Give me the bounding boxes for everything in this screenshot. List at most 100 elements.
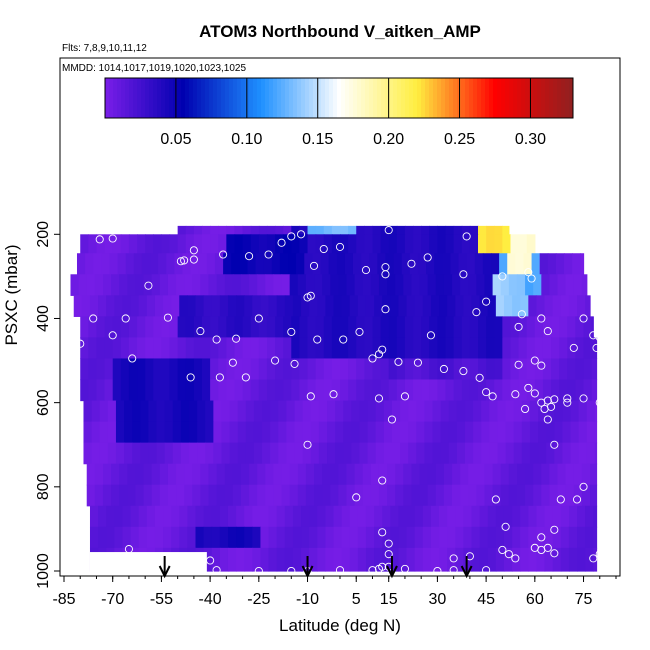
heatmap-cell — [461, 379, 471, 402]
heatmap-cell — [593, 505, 598, 528]
colorbar-swatch — [493, 78, 498, 118]
heatmap-cell — [211, 526, 221, 549]
heatmap-cell — [344, 253, 354, 275]
heatmap-cell — [486, 337, 495, 360]
heatmap-cell — [375, 421, 385, 444]
heatmap-cell — [266, 337, 276, 360]
colorbar — [104, 77, 574, 119]
heatmap-cell — [124, 400, 133, 423]
heatmap-cell — [195, 526, 205, 549]
observation-point — [595, 550, 604, 559]
heatmap-cell — [289, 484, 299, 507]
heatmap-cell — [495, 295, 505, 317]
heatmap-cell — [163, 505, 172, 528]
heatmap-cell — [102, 463, 112, 486]
heatmap-cell — [227, 526, 237, 549]
heatmap-cell — [453, 379, 463, 402]
heatmap-cell — [258, 358, 268, 381]
heatmap-cell — [364, 316, 374, 339]
heatmap-cell — [593, 526, 598, 549]
heatmap-cell — [333, 295, 343, 317]
heatmap-cell — [305, 484, 315, 507]
heatmap-cell — [512, 526, 521, 549]
heatmap-cell — [315, 337, 325, 360]
heatmap-cell — [193, 316, 203, 339]
heatmap-cell — [338, 274, 348, 296]
heatmap-cell — [189, 421, 198, 444]
colorbar-swatch — [289, 78, 294, 118]
heatmap-cell — [234, 379, 244, 402]
heatmap-cell — [219, 547, 229, 572]
heatmap-cell — [127, 484, 137, 507]
heatmap-cell — [521, 400, 531, 423]
heatmap-cell — [478, 234, 487, 254]
observation-point — [355, 327, 364, 336]
heatmap-cell — [242, 234, 252, 254]
colorbar-swatch — [409, 78, 414, 118]
heatmap-cell — [390, 505, 400, 528]
heatmap-cell — [489, 421, 499, 444]
colorbar-swatch — [281, 78, 286, 118]
heatmap-cell — [372, 316, 382, 339]
observation-point — [271, 356, 280, 365]
observation-point — [128, 354, 137, 363]
heatmap-cell — [172, 400, 182, 423]
heatmap-cell — [348, 234, 357, 254]
heatmap-cell — [224, 463, 234, 486]
observation-point — [147, 223, 156, 233]
heatmap-cell — [359, 442, 369, 465]
heatmap-cell — [456, 442, 466, 465]
heatmap-cell — [387, 463, 396, 486]
heatmap-cell — [111, 484, 120, 507]
heatmap-cell — [252, 505, 262, 528]
heatmap-cell — [364, 225, 374, 235]
observation-point — [550, 549, 559, 558]
observation-point — [413, 358, 422, 367]
heatmap-cell — [309, 547, 318, 572]
heatmap-cell — [583, 379, 593, 402]
heatmap-cell — [528, 505, 538, 528]
heatmap-cell — [518, 316, 528, 339]
heatmap-cell — [508, 484, 518, 507]
colorbar-swatch — [145, 78, 150, 118]
heatmap-cell — [309, 505, 318, 528]
heatmap-cell — [478, 358, 487, 381]
heatmap-cell — [234, 358, 244, 381]
colorbar-swatch — [337, 78, 342, 118]
observation-point — [595, 333, 604, 342]
observation-point — [530, 389, 539, 398]
heatmap-cell — [466, 253, 476, 275]
colorbar-swatch — [541, 78, 546, 118]
colorbar-swatch — [253, 78, 258, 118]
heatmap-cell — [533, 463, 542, 486]
heatmap-cell — [555, 253, 565, 275]
heatmap-cell — [378, 274, 388, 296]
heatmap-cell — [106, 526, 115, 549]
observation-point — [108, 234, 117, 243]
heatmap-cell — [551, 316, 560, 339]
heatmap-cell — [226, 225, 236, 235]
heatmap-cell — [365, 295, 375, 317]
heatmap-cell — [128, 379, 138, 402]
heatmap-cell — [447, 547, 456, 572]
heatmap-cell — [169, 337, 179, 360]
heatmap-cell — [437, 358, 447, 381]
observation-point — [482, 566, 491, 575]
heatmap-cell — [112, 358, 122, 381]
heatmap-cell — [421, 379, 430, 402]
heatmap-cell — [153, 358, 163, 381]
heatmap-cell — [203, 505, 213, 528]
heatmap-cell — [387, 274, 396, 296]
heatmap-cell — [528, 547, 538, 572]
heatmap-cell — [236, 547, 245, 572]
heatmap-cell — [247, 253, 257, 275]
observation-point — [387, 415, 397, 424]
heatmap-cell — [276, 547, 286, 572]
heatmap-cell — [120, 337, 130, 360]
heatmap-cell — [266, 225, 276, 235]
heatmap-cell — [560, 526, 570, 549]
heatmap-cell — [510, 358, 520, 381]
heatmap-cell — [297, 463, 307, 486]
heatmap-cell — [575, 316, 585, 339]
colorbar-swatch — [393, 78, 398, 118]
